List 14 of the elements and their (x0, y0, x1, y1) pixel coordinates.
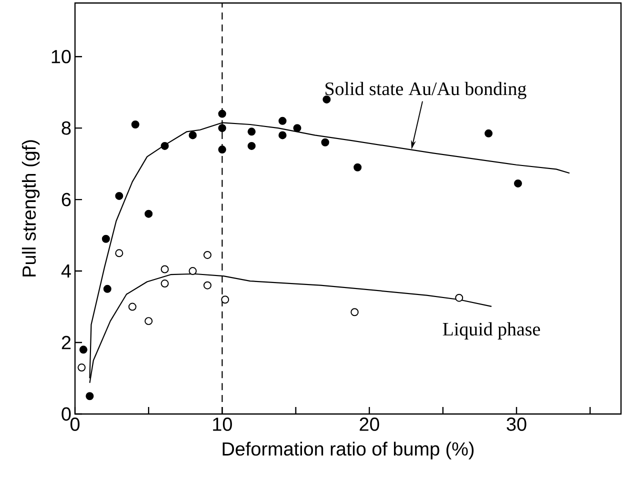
annotation: Liquid phase (442, 322, 540, 340)
x-tick-label: 10 (213, 418, 232, 431)
x-tick-label: 30 (506, 418, 526, 431)
y-tick-label: 2 (62, 336, 71, 350)
y-tick-label: 4 (61, 264, 71, 278)
y-tick-label: 0 (62, 407, 71, 421)
x-tick-label: 0 (70, 418, 80, 431)
x-axis-title: Deformation ratio of bump (%) (222, 442, 474, 460)
x-tick-label: 20 (360, 418, 380, 431)
y-tick-label: 10 (52, 50, 71, 64)
y-tick-label: 6 (62, 192, 71, 206)
y-axis-title: Pull strength (gf) (22, 140, 40, 276)
annotation: Solid state Au/Au bonding (326, 82, 526, 100)
y-tick-label: 8 (62, 121, 71, 135)
